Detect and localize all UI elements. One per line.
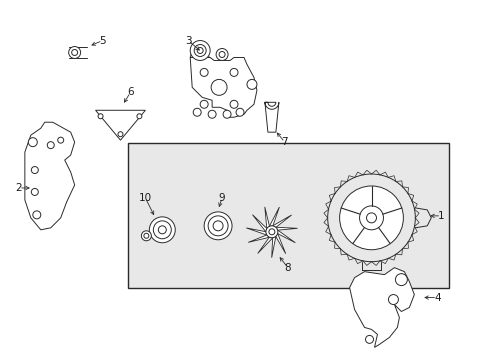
Polygon shape xyxy=(349,268,413,347)
Polygon shape xyxy=(269,207,279,226)
Circle shape xyxy=(246,80,256,89)
Polygon shape xyxy=(252,215,266,232)
Circle shape xyxy=(211,80,226,95)
Circle shape xyxy=(229,68,238,76)
Circle shape xyxy=(387,294,398,305)
Polygon shape xyxy=(277,230,295,243)
Circle shape xyxy=(72,50,78,55)
Circle shape xyxy=(208,216,227,236)
Text: 2: 2 xyxy=(16,183,22,193)
Bar xyxy=(128,143,448,288)
Circle shape xyxy=(265,226,277,238)
Circle shape xyxy=(137,114,142,119)
Circle shape xyxy=(366,213,376,223)
Circle shape xyxy=(194,45,206,57)
Circle shape xyxy=(143,233,148,238)
Circle shape xyxy=(190,41,210,60)
Text: 3: 3 xyxy=(184,36,191,46)
Text: 6: 6 xyxy=(127,87,134,97)
Circle shape xyxy=(58,137,63,143)
Polygon shape xyxy=(248,235,269,242)
Circle shape xyxy=(31,167,38,174)
Polygon shape xyxy=(275,227,297,230)
Circle shape xyxy=(28,138,37,147)
Polygon shape xyxy=(190,58,256,117)
Circle shape xyxy=(197,48,203,54)
Circle shape xyxy=(31,189,38,195)
Text: 8: 8 xyxy=(284,263,290,273)
Polygon shape xyxy=(271,236,275,258)
Circle shape xyxy=(229,100,238,108)
Circle shape xyxy=(395,274,407,285)
Circle shape xyxy=(200,68,208,76)
Polygon shape xyxy=(275,233,285,254)
Polygon shape xyxy=(25,122,75,230)
Circle shape xyxy=(68,46,81,58)
Circle shape xyxy=(365,336,373,343)
Circle shape xyxy=(98,114,103,119)
Circle shape xyxy=(236,108,244,116)
Circle shape xyxy=(203,212,232,240)
Circle shape xyxy=(339,186,403,250)
Circle shape xyxy=(219,51,224,58)
Circle shape xyxy=(47,141,54,149)
Text: 4: 4 xyxy=(433,293,440,302)
Circle shape xyxy=(208,110,216,118)
Circle shape xyxy=(268,229,274,235)
Circle shape xyxy=(359,206,383,230)
Text: 5: 5 xyxy=(99,36,105,46)
Polygon shape xyxy=(95,110,145,140)
Circle shape xyxy=(149,217,175,243)
Text: 1: 1 xyxy=(437,211,444,221)
Circle shape xyxy=(158,226,166,234)
Circle shape xyxy=(33,211,41,219)
Circle shape xyxy=(141,231,151,241)
Circle shape xyxy=(193,108,201,116)
Circle shape xyxy=(216,49,227,60)
Polygon shape xyxy=(272,215,291,227)
Polygon shape xyxy=(246,228,266,235)
Circle shape xyxy=(153,221,171,239)
Text: 10: 10 xyxy=(139,193,152,203)
Circle shape xyxy=(118,132,122,137)
Circle shape xyxy=(223,110,230,118)
Polygon shape xyxy=(264,207,269,229)
Polygon shape xyxy=(264,102,278,132)
Text: 7: 7 xyxy=(281,137,287,147)
Text: 9: 9 xyxy=(218,193,225,203)
Circle shape xyxy=(200,100,208,108)
Circle shape xyxy=(213,221,223,231)
Polygon shape xyxy=(257,237,272,253)
